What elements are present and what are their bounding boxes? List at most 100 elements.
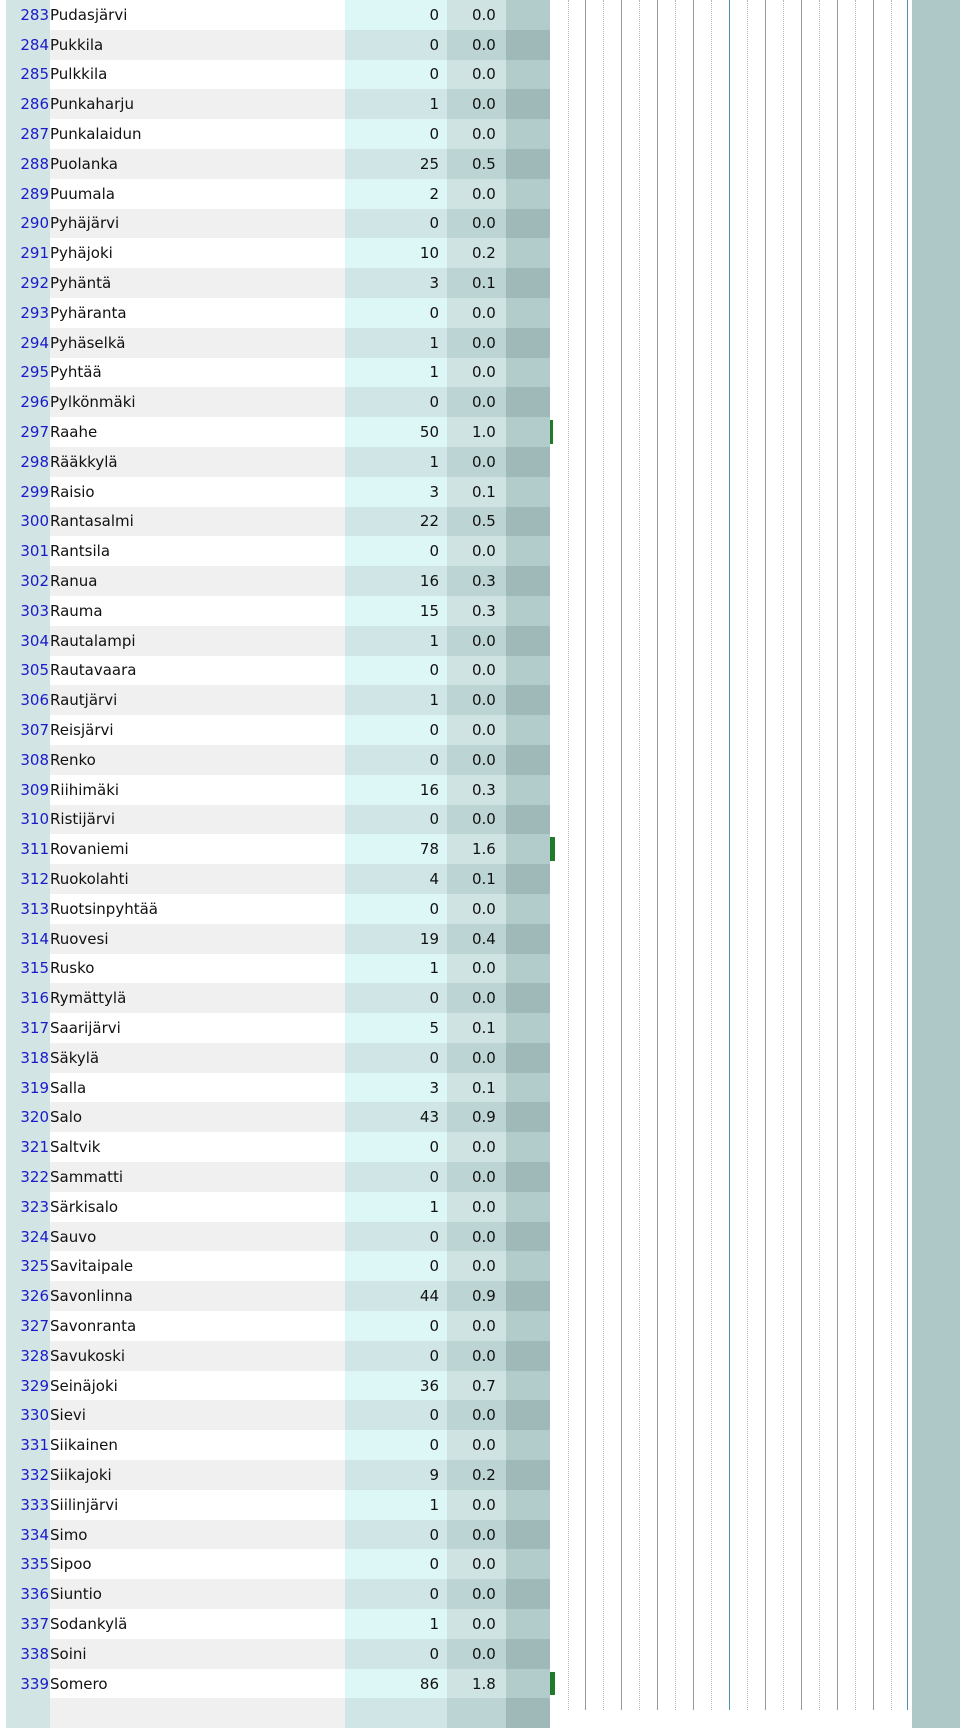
rank-link[interactable]: 324 (6, 1221, 50, 1252)
rank-link[interactable]: 283 (6, 0, 50, 30)
rank-link[interactable]: 284 (6, 29, 50, 60)
municipality-name: Sipoo (50, 1549, 345, 1580)
bar-cell (550, 1073, 912, 1103)
rank-link[interactable] (6, 1698, 50, 1728)
percent-cell (447, 1698, 506, 1728)
rank-link[interactable]: 330 (6, 1400, 50, 1431)
spacer-cell (506, 1251, 550, 1282)
count-cell: 0 (345, 1221, 447, 1252)
chart-gridline (819, 0, 820, 1710)
table-row: 314 Ruovesi 19 0.4 (0, 923, 960, 954)
rank-link[interactable]: 332 (6, 1460, 50, 1490)
municipality-name: Pyhäselkä (50, 327, 345, 358)
rank-link[interactable]: 320 (6, 1102, 50, 1133)
spacer-cell (506, 89, 550, 120)
count-cell: 16 (345, 566, 447, 596)
rank-link[interactable]: 293 (6, 297, 50, 328)
count-cell: 0 (345, 804, 447, 835)
table-row: 331 Siikainen 0 0.0 (0, 1430, 960, 1461)
rank-link[interactable]: 305 (6, 655, 50, 686)
rank-link[interactable]: 313 (6, 893, 50, 924)
rank-link[interactable]: 310 (6, 804, 50, 835)
spacer-cell (506, 1698, 550, 1728)
rank-link[interactable]: 287 (6, 119, 50, 149)
bar-cell (550, 1549, 912, 1579)
percent-cell: 0.0 (447, 387, 506, 418)
spacer-cell (506, 804, 550, 835)
rank-link[interactable]: 327 (6, 1311, 50, 1341)
rank-link[interactable]: 333 (6, 1489, 50, 1520)
rank-link[interactable]: 315 (6, 953, 50, 984)
rank-link[interactable]: 292 (6, 268, 50, 298)
rank-link[interactable]: 298 (6, 446, 50, 477)
rank-link[interactable]: 316 (6, 983, 50, 1014)
rank-link[interactable]: 290 (6, 208, 50, 239)
rank-link[interactable]: 336 (6, 1579, 50, 1610)
rank-link[interactable]: 285 (6, 59, 50, 90)
rank-link[interactable]: 326 (6, 1281, 50, 1312)
count-cell: 3 (345, 476, 447, 507)
rank-link[interactable]: 339 (6, 1668, 50, 1699)
municipality-name: Pyhäjärvi (50, 208, 345, 239)
rank-link[interactable]: 295 (6, 357, 50, 388)
rank-link[interactable]: 338 (6, 1638, 50, 1669)
rank-link[interactable]: 337 (6, 1609, 50, 1639)
percent-cell: 0.0 (447, 1609, 506, 1639)
count-cell: 0 (345, 1400, 447, 1431)
spacer-cell (506, 417, 550, 447)
rank-link[interactable]: 329 (6, 1370, 50, 1401)
rank-link[interactable]: 322 (6, 1162, 50, 1192)
municipality-name: Rusko (50, 953, 345, 984)
bar-cell (550, 89, 912, 119)
municipality-name: Savonranta (50, 1311, 345, 1341)
rank-link[interactable]: 289 (6, 178, 50, 209)
table-row: 306 Rautjärvi 1 0.0 (0, 685, 960, 716)
rank-link[interactable]: 304 (6, 625, 50, 656)
rank-link[interactable]: 311 (6, 834, 50, 865)
count-cell: 22 (345, 506, 447, 537)
rank-link[interactable]: 301 (6, 536, 50, 567)
rank-link[interactable]: 286 (6, 89, 50, 120)
bar-cell (550, 1043, 912, 1073)
rank-link[interactable]: 321 (6, 1132, 50, 1163)
percent-cell: 0.0 (447, 178, 506, 209)
rank-link[interactable]: 334 (6, 1519, 50, 1550)
rank-link[interactable]: 307 (6, 715, 50, 745)
rank-link[interactable]: 331 (6, 1430, 50, 1461)
table-row: 286 Punkaharju 1 0.0 (0, 89, 960, 120)
rank-link[interactable]: 312 (6, 864, 50, 894)
rank-link[interactable]: 306 (6, 685, 50, 716)
rank-link[interactable]: 328 (6, 1340, 50, 1371)
rank-link[interactable]: 317 (6, 1013, 50, 1043)
rank-link[interactable]: 291 (6, 238, 50, 269)
bar-cell (550, 685, 912, 715)
rank-link[interactable]: 294 (6, 327, 50, 358)
spacer-cell (506, 268, 550, 298)
bar-cell (550, 1132, 912, 1162)
bar-cell (550, 834, 912, 864)
rank-link[interactable]: 288 (6, 148, 50, 179)
rank-link[interactable]: 302 (6, 566, 50, 596)
right-margin-cell (912, 506, 960, 537)
rank-link[interactable]: 309 (6, 774, 50, 805)
right-margin-cell (912, 1281, 960, 1312)
right-margin-cell (912, 1549, 960, 1580)
rank-link[interactable]: 314 (6, 923, 50, 954)
rank-link[interactable]: 318 (6, 1042, 50, 1073)
rank-link[interactable]: 296 (6, 387, 50, 418)
rank-link[interactable]: 325 (6, 1251, 50, 1282)
percent-cell: 0.0 (447, 1638, 506, 1669)
rank-link[interactable]: 299 (6, 476, 50, 507)
municipality-name: Reisjärvi (50, 715, 345, 745)
rank-link[interactable]: 303 (6, 595, 50, 626)
rank-link[interactable]: 297 (6, 417, 50, 447)
rank-link[interactable]: 319 (6, 1072, 50, 1103)
rank-link[interactable]: 308 (6, 744, 50, 775)
rank-link[interactable]: 300 (6, 506, 50, 537)
rank-link[interactable]: 323 (6, 1191, 50, 1222)
table-row: 311 Rovaniemi 78 1.6 (0, 834, 960, 865)
municipality-name: Sievi (50, 1400, 345, 1431)
percent-cell: 0.0 (447, 446, 506, 477)
count-cell: 86 (345, 1668, 447, 1699)
rank-link[interactable]: 335 (6, 1549, 50, 1580)
